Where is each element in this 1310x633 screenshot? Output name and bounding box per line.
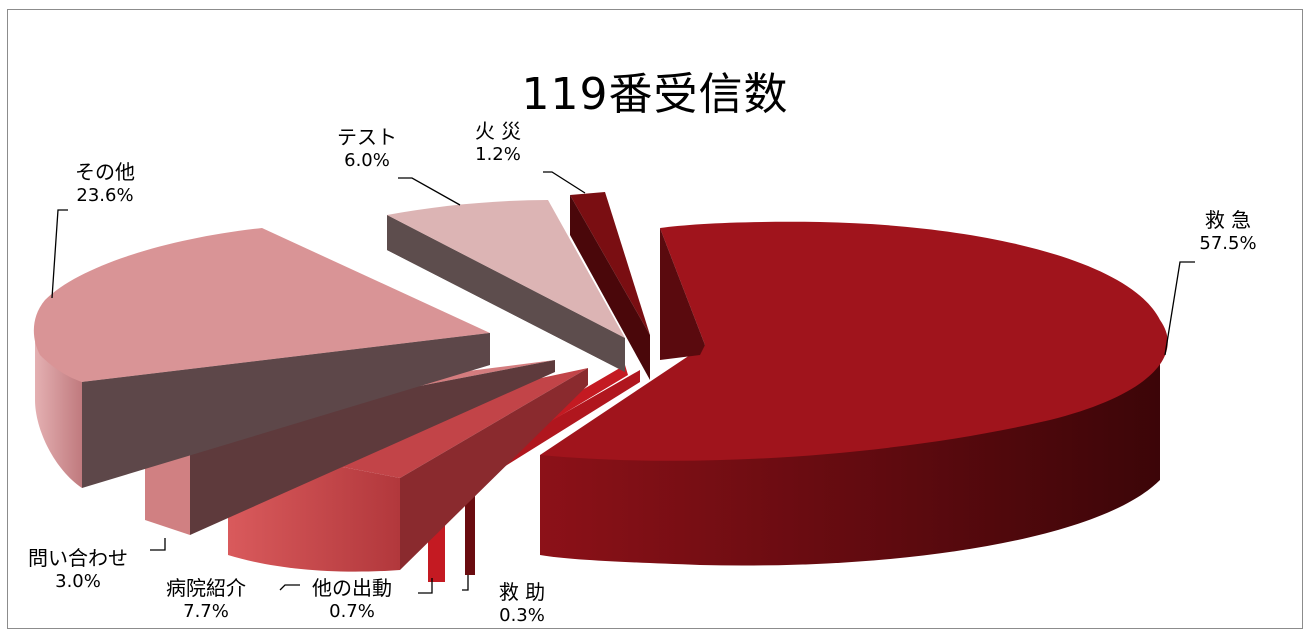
slice-test	[387, 200, 625, 372]
slice-test-face-1	[387, 215, 625, 372]
data-label-value: 7.7%	[183, 601, 229, 622]
slice-kasai-face-0	[570, 192, 650, 335]
leader-line	[462, 575, 469, 591]
data-label: 他の出動 0.7%	[282, 576, 422, 624]
data-label-value: 0.3%	[499, 605, 545, 626]
data-label-value: 23.6%	[76, 185, 134, 206]
data-label-value: 6.0%	[344, 150, 390, 171]
leader-line	[398, 177, 461, 206]
slice-kyukyu	[540, 221, 1168, 566]
data-label-category: 救 助	[498, 580, 546, 604]
slice-kasai	[570, 192, 650, 380]
data-label-value: 0.7%	[329, 601, 375, 622]
data-label: その他 23.6%	[35, 160, 175, 208]
slice-sonota-face-3	[82, 333, 490, 488]
leader-line	[51, 209, 68, 299]
data-label-category: 他の出動	[312, 576, 392, 600]
data-label: 問い合わせ 3.0%	[8, 546, 148, 594]
chart-title: 119番受信数	[521, 69, 789, 120]
data-label-category: テスト	[337, 125, 397, 149]
slice-kyukyu-face-2	[660, 228, 705, 360]
data-label-category: 病院紹介	[166, 576, 246, 600]
data-label: 火 災 1.2%	[428, 119, 568, 167]
data-label: 救 急 57.5%	[1158, 208, 1298, 256]
slice-kasai-face-1	[570, 195, 650, 380]
slice-toiawase-face-2	[190, 360, 555, 535]
data-label-category: 問い合わせ	[28, 546, 128, 570]
leader-line	[543, 171, 586, 194]
data-label-category: 火 災	[474, 119, 522, 143]
data-label: 病院紹介 7.7%	[136, 576, 276, 624]
leader-line	[418, 578, 433, 594]
data-label-value: 57.5%	[1199, 233, 1257, 254]
slice-byoin-face-2	[400, 368, 588, 570]
data-label-category: 救 急	[1204, 208, 1252, 232]
leader-line	[1164, 261, 1195, 356]
data-label: 救 助 0.3%	[452, 580, 592, 628]
slice-kyukyu-face-1	[540, 221, 1168, 461]
data-label-category: その他	[75, 160, 135, 184]
data-label-value: 1.2%	[475, 144, 521, 165]
slice-test-face-2	[387, 200, 625, 338]
data-label: テスト 6.0%	[297, 125, 437, 173]
slice-sonota	[33, 228, 491, 488]
data-label-value: 3.0%	[55, 571, 101, 592]
slice-sonota-face-2	[33, 228, 491, 382]
leader-line	[279, 584, 300, 591]
leader-line	[150, 538, 166, 551]
